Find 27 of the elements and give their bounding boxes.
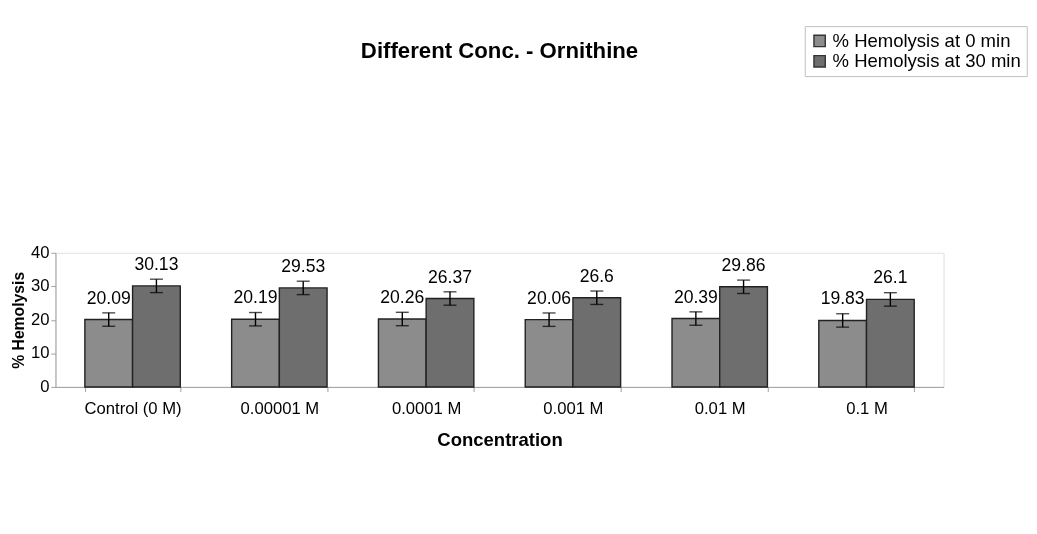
y-tick-label: 30 [30,276,50,296]
data-label: 19.83 [820,288,865,309]
x-tick-label: 0.0001 M [391,399,462,419]
data-label: 20.06 [527,287,572,308]
data-label: 30.13 [134,253,179,274]
data-label: 20.09 [86,287,131,308]
x-axis-title: Concentration [437,428,563,450]
x-tick-label: 0.1 M [846,399,888,419]
chart-title: Different Conc. - Ornithine [360,38,639,64]
x-tick-label: 0.00001 M [240,399,320,419]
data-label: 20.26 [380,287,425,308]
y-tick-label: 10 [30,343,50,363]
data-label: 20.19 [233,287,278,308]
data-label: 20.39 [673,286,718,307]
data-label: 26.37 [428,266,472,287]
y-axis-title: % Hemolysis [9,271,27,369]
data-label: 26.1 [873,267,908,288]
legend-label: % Hemolysis at 0 min [832,29,1011,51]
y-tick-label: 40 [30,242,50,262]
data-label: 26.6 [579,265,614,286]
x-tick-label: 0.001 M [543,399,604,419]
data-label: 29.86 [721,254,766,275]
y-tick-label: 20 [30,309,50,329]
data-label: 29.53 [281,255,326,276]
x-tick-label: Control (0 M) [84,399,182,419]
y-tick-label: 0 [40,377,50,397]
x-tick-label: 0.01 M [694,399,746,419]
